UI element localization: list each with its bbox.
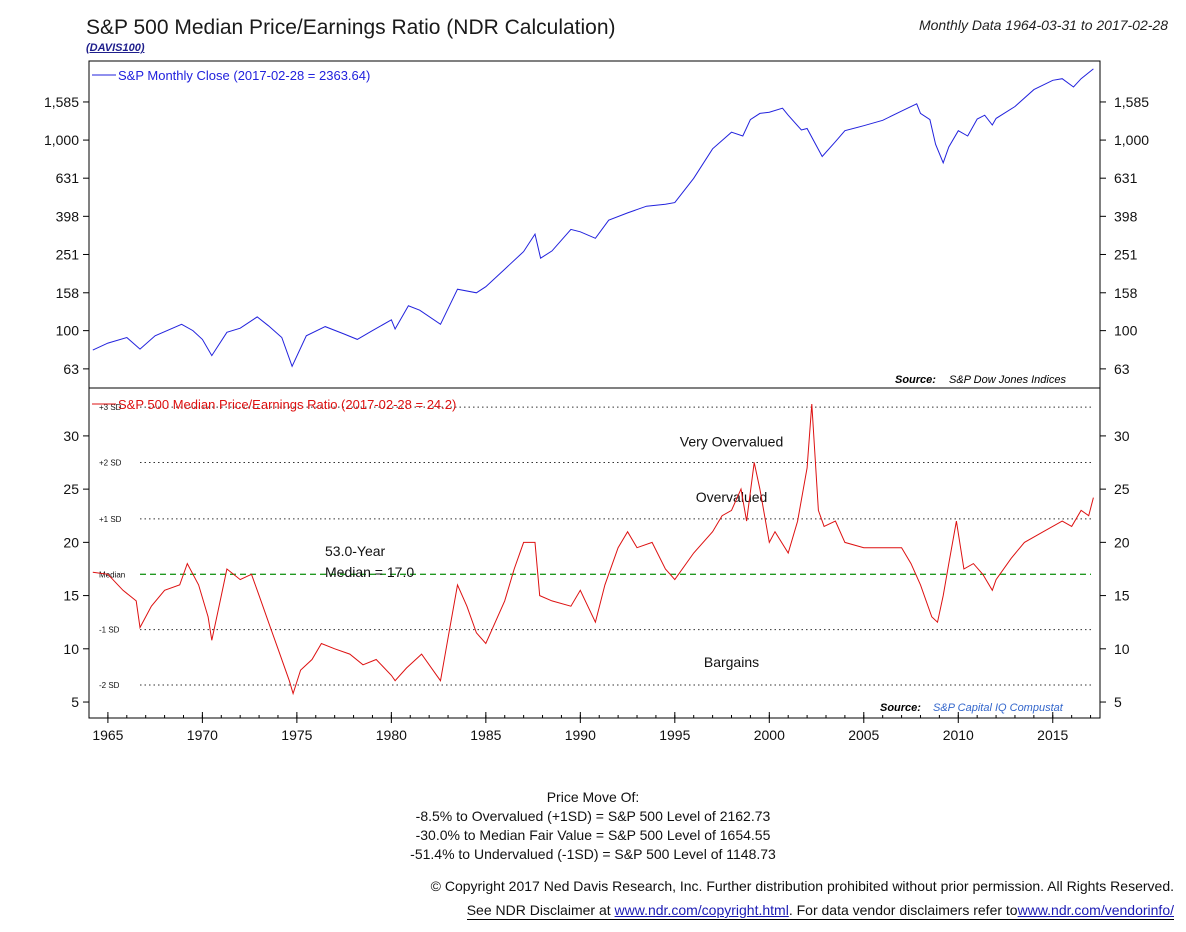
- reference-line-label: Median: [99, 570, 125, 579]
- pe-series-line: [92, 403, 1094, 696]
- price-ytick-label: 63: [63, 361, 79, 377]
- pe-ytick-label-right: 15: [1114, 588, 1130, 604]
- price-move-block: Price Move Of: -8.5% to Overvalued (+1SD…: [0, 788, 1186, 864]
- price-ytick-label-right: 63: [1114, 361, 1130, 377]
- reference-line-label: -1 SD: [99, 626, 120, 635]
- pe-ytick-label: 5: [71, 694, 79, 710]
- pe-legend: S&P 500 Median Price/Earnings Ratio (201…: [118, 397, 456, 412]
- pe-ytick-label-right: 10: [1114, 641, 1130, 657]
- price-ytick-label: 1,585: [44, 94, 79, 110]
- price-move-line: -51.4% to Undervalued (-1SD) = S&P 500 L…: [410, 846, 776, 862]
- price-move-heading: Price Move Of:: [546, 789, 640, 805]
- price-ytick-label: 251: [56, 246, 80, 262]
- price-ytick-label: 158: [56, 285, 80, 301]
- reference-line-label: -2 SD: [99, 681, 120, 690]
- price-ytick-label-right: 398: [1114, 208, 1138, 224]
- pe-panel: 30 30 25 25 20 20 15 15 10 10 5 5 +3 SD +2 SD +1 SD Med…: [63, 403, 1129, 710]
- pe-ytick-label: 30: [63, 428, 79, 444]
- median-note-line1: 53.0-Year: [325, 543, 386, 559]
- price-ytick-label-right: 1,585: [1114, 94, 1149, 110]
- price-series-line: [92, 68, 1094, 368]
- chart-code-link[interactable]: (DAVIS100): [86, 42, 145, 54]
- price-ytick-label: 398: [56, 208, 80, 224]
- price-ytick-label-right: 1,000: [1114, 132, 1149, 148]
- reference-line-label: +2 SD: [99, 459, 122, 468]
- reference-line-label: +3 SD: [99, 403, 122, 412]
- x-tick-label: 2000: [754, 727, 785, 743]
- zone-annotation: Bargains: [704, 654, 759, 670]
- x-tick-label: 1965: [92, 727, 123, 743]
- x-tick-label: 1995: [659, 727, 690, 743]
- pe-source-label: Source:: [880, 702, 921, 714]
- pe-ytick-label: 10: [63, 641, 79, 657]
- copyright-link[interactable]: www.ndr.com/copyright.html: [614, 902, 789, 918]
- chart-title: S&P 500 Median Price/Earnings Ratio (NDR…: [86, 16, 616, 39]
- pe-ytick-label-right: 30: [1114, 428, 1130, 444]
- price-ytick-label: 100: [56, 323, 80, 339]
- x-tick-label: 1980: [376, 727, 407, 743]
- pe-ytick-label: 25: [63, 481, 79, 497]
- pe-ytick-label-right: 5: [1114, 694, 1122, 710]
- price-ytick-label: 631: [56, 170, 80, 186]
- x-tick-label: 1975: [281, 727, 312, 743]
- pe-ytick-label-right: 20: [1114, 534, 1130, 550]
- reference-line-label: +1 SD: [99, 515, 122, 524]
- price-ytick-label: 1,000: [44, 132, 79, 148]
- price-move-line: -30.0% to Median Fair Value = S&P 500 Le…: [415, 827, 771, 843]
- pe-ytick-label-right: 25: [1114, 481, 1130, 497]
- price-source: S&P Dow Jones Indices: [949, 374, 1066, 386]
- x-tick-label: 2015: [1037, 727, 1068, 743]
- date-range: Monthly Data 1964-03-31 to 2017-02-28: [918, 17, 1168, 33]
- pe-source[interactable]: S&P Capital IQ Compustat: [933, 702, 1064, 714]
- chart-svg: 1,585 1,585 1,000 1,000 631 631 398 398 251 251 15…: [44, 60, 1149, 743]
- x-tick-label: 1990: [565, 727, 596, 743]
- x-tick-label: 2005: [848, 727, 879, 743]
- pe-ytick-label: 20: [63, 534, 79, 550]
- disclaimer-middle: . For data vendor disclaimers refer to: [788, 902, 1018, 918]
- median-note-line2: Median = 17.0: [325, 564, 414, 580]
- price-legend: S&P Monthly Close (2017-02-28 = 2363.64): [118, 68, 370, 83]
- x-tick-label: 1970: [187, 727, 218, 743]
- price-ytick-label-right: 158: [1114, 285, 1138, 301]
- x-tick-label: 1985: [470, 727, 501, 743]
- x-axis: 1965 1970 1975 1980 1985 1990 1995 2000 2005 2010…: [88, 712, 1092, 743]
- price-move-line: -8.5% to Overvalued (+1SD) = S&P 500 Lev…: [415, 808, 771, 824]
- zone-annotation: Overvalued: [696, 489, 768, 505]
- price-ytick-label-right: 100: [1114, 323, 1138, 339]
- price-panel: 1,585 1,585 1,000 1,000 631 631 398 398 251 251 15…: [44, 68, 1149, 377]
- vendorinfo-link[interactable]: www.ndr.com/vendorinfo/: [1017, 902, 1174, 918]
- pe-ytick-label: 15: [63, 588, 79, 604]
- zone-annotation: Very Overvalued: [680, 434, 784, 450]
- price-ytick-label-right: 631: [1114, 170, 1138, 186]
- pe-panel-frame: [88, 387, 1101, 719]
- x-tick-label: 2010: [943, 727, 974, 743]
- price-source-label: Source:: [895, 374, 936, 386]
- copyright-notice: © Copyright 2017 Ned Davis Research, Inc…: [430, 878, 1174, 894]
- disclaimer-line: See NDR Disclaimer at www.ndr.com/copyri…: [466, 902, 1174, 920]
- price-panel-frame: [88, 60, 1101, 389]
- price-ytick-label-right: 251: [1114, 246, 1138, 262]
- disclaimer-prefix: See NDR Disclaimer at: [466, 902, 615, 918]
